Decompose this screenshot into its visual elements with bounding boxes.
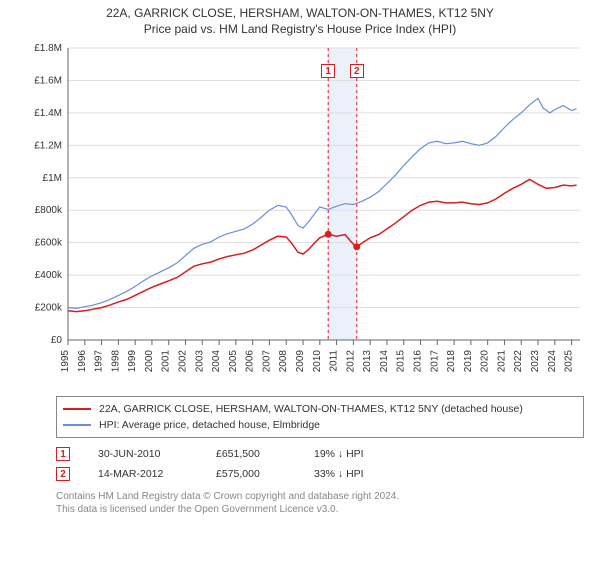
svg-text:2001: 2001 <box>161 350 172 373</box>
svg-text:£400k: £400k <box>35 270 63 281</box>
sale-marker-icon: 1 <box>56 447 70 461</box>
legend-item: 22A, GARRICK CLOSE, HERSHAM, WALTON-ON-T… <box>63 401 577 417</box>
svg-text:2011: 2011 <box>329 350 340 372</box>
svg-text:2023: 2023 <box>530 350 541 373</box>
svg-text:2010: 2010 <box>312 350 323 373</box>
svg-text:£800k: £800k <box>35 205 63 216</box>
svg-text:£0: £0 <box>51 335 63 346</box>
svg-text:£1M: £1M <box>43 173 62 184</box>
svg-text:1995: 1995 <box>60 350 71 373</box>
svg-text:2014: 2014 <box>379 350 390 373</box>
svg-text:2019: 2019 <box>463 350 474 373</box>
sale-date: 14-MAR-2012 <box>98 468 188 480</box>
sales-row: 2 14-MAR-2012 £575,000 33% ↓ HPI <box>56 464 584 484</box>
sale-price: £575,000 <box>216 468 286 480</box>
svg-text:1996: 1996 <box>77 350 88 373</box>
svg-text:£1.8M: £1.8M <box>34 43 62 54</box>
legend: 22A, GARRICK CLOSE, HERSHAM, WALTON-ON-T… <box>56 396 584 438</box>
svg-text:1997: 1997 <box>94 350 105 373</box>
chart-callout-icon: 1 <box>321 64 335 78</box>
footer-line: Contains HM Land Registry data © Crown c… <box>56 490 584 503</box>
svg-text:£1.6M: £1.6M <box>34 75 62 86</box>
chart-area: £0 £200k £400k £600k £800k £1M £1.2M £1.4M £1.6M… <box>20 40 590 390</box>
svg-text:£1.2M: £1.2M <box>34 140 62 151</box>
svg-text:2020: 2020 <box>480 350 491 373</box>
svg-text:2015: 2015 <box>396 350 407 373</box>
svg-text:2000: 2000 <box>144 350 155 373</box>
svg-text:2022: 2022 <box>513 350 524 373</box>
legend-label: 22A, GARRICK CLOSE, HERSHAM, WALTON-ON-T… <box>99 403 523 415</box>
svg-text:1999: 1999 <box>127 350 138 373</box>
footer-line: This data is licensed under the Open Gov… <box>56 503 584 516</box>
svg-text:2005: 2005 <box>228 350 239 373</box>
legend-swatch <box>63 424 91 426</box>
svg-text:2024: 2024 <box>547 350 558 373</box>
sale-diff: 33% ↓ HPI <box>314 468 404 480</box>
svg-text:2003: 2003 <box>194 350 205 373</box>
svg-text:1998: 1998 <box>110 350 121 373</box>
svg-text:2025: 2025 <box>564 350 575 373</box>
svg-text:2002: 2002 <box>178 350 189 373</box>
title-subtitle: Price paid vs. HM Land Registry's House … <box>0 22 600 36</box>
svg-text:2009: 2009 <box>295 350 306 373</box>
chart-callout-icon: 2 <box>350 64 364 78</box>
svg-text:£600k: £600k <box>35 238 63 249</box>
legend-item: HPI: Average price, detached house, Elmb… <box>63 417 577 433</box>
svg-text:2008: 2008 <box>278 350 289 373</box>
sale-price: £651,500 <box>216 448 286 460</box>
svg-text:2006: 2006 <box>245 350 256 373</box>
sale-marker-icon: 2 <box>56 467 70 481</box>
title-address: 22A, GARRICK CLOSE, HERSHAM, WALTON-ON-T… <box>0 6 600 20</box>
legend-swatch <box>63 408 91 410</box>
svg-text:2004: 2004 <box>211 350 222 373</box>
footer-attribution: Contains HM Land Registry data © Crown c… <box>56 490 584 516</box>
svg-text:2007: 2007 <box>261 350 272 373</box>
svg-text:2017: 2017 <box>429 350 440 373</box>
sales-table: 1 30-JUN-2010 £651,500 19% ↓ HPI 2 14-MA… <box>56 444 584 484</box>
svg-text:2016: 2016 <box>413 350 424 373</box>
sale-date: 30-JUN-2010 <box>98 448 188 460</box>
legend-label: HPI: Average price, detached house, Elmb… <box>99 419 320 431</box>
sales-row: 1 30-JUN-2010 £651,500 19% ↓ HPI <box>56 444 584 464</box>
svg-text:2013: 2013 <box>362 350 373 373</box>
svg-text:2018: 2018 <box>446 350 457 373</box>
svg-text:2021: 2021 <box>496 350 507 373</box>
sale-diff: 19% ↓ HPI <box>314 448 404 460</box>
price-chart: £0 £200k £400k £600k £800k £1M £1.2M £1.4M £1.6M… <box>20 40 590 390</box>
svg-text:£200k: £200k <box>35 303 63 314</box>
svg-text:2012: 2012 <box>345 350 356 373</box>
svg-text:£1.4M: £1.4M <box>34 108 62 119</box>
